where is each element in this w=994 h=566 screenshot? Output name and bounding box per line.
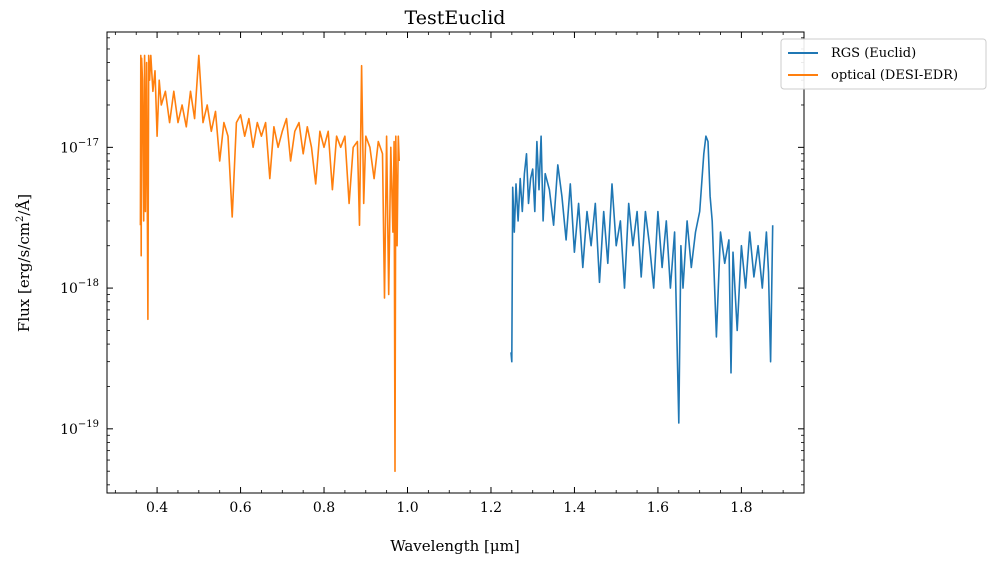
x-tick-label: 0.6 [229, 500, 251, 516]
chart-title: TestEuclid [405, 7, 506, 29]
x-tick-label: 1.4 [563, 500, 585, 516]
plot-frame [106, 31, 805, 494]
y-tick-label: 10−18 [60, 278, 99, 297]
y-tick-label: 10−19 [60, 419, 99, 438]
series-line-1 [139, 54, 400, 472]
x-tick-label: 1.2 [480, 500, 502, 516]
y-axis-label-sup: 2 [15, 216, 26, 222]
legend-box [780, 38, 987, 90]
y-tick-label: 10−17 [60, 137, 99, 156]
x-axis-label: Wavelength [μm] [390, 537, 519, 555]
y-axis-label-prefix: Flux [erg/s/cm [15, 222, 33, 332]
x-tick-label: 1.8 [730, 500, 752, 516]
y-axis-label-suffix: /Å] [15, 194, 33, 216]
series-line-0 [510, 135, 774, 424]
y-axis-label: Flux [erg/s/cm2/Å] [15, 194, 33, 332]
x-tick-label: 0.8 [313, 500, 335, 516]
x-tick-label: 1.0 [396, 500, 418, 516]
legend-label-rgs: RGS (Euclid) [831, 46, 916, 61]
legend-label-optical: optical (DESI-EDR) [831, 68, 958, 83]
legend: RGS (Euclid) optical (DESI-EDR) [780, 38, 987, 90]
ticks-layer: 0.4 0.6 0.8 1.0 1.2 1.4 1.6 1.8 10−17 10−18 10−19 [60, 32, 805, 516]
x-tick-label: 0.4 [146, 500, 168, 516]
series-layer [139, 54, 774, 472]
x-tick-label: 1.6 [647, 500, 669, 516]
